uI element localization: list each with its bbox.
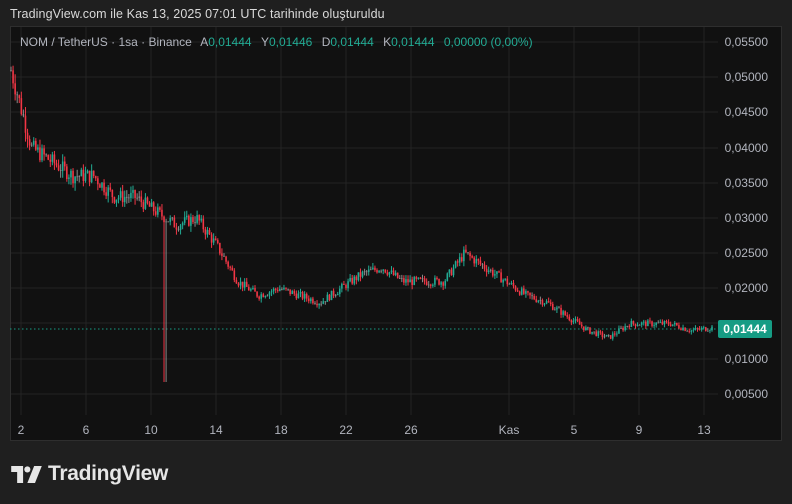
high-label: Y xyxy=(260,35,269,49)
price-tick-label: 0,03500 xyxy=(724,176,768,190)
time-tick-label: 22 xyxy=(339,423,353,437)
candlestick-series xyxy=(10,65,713,383)
price-tick-label: 0,02500 xyxy=(724,246,768,260)
low-value: 0,01444 xyxy=(330,35,374,49)
symbol-label[interactable]: NOM / TetherUS · 1sa · Binance xyxy=(20,35,192,49)
time-tick-label: 5 xyxy=(570,423,578,437)
chart-legend: NOM / TetherUS · 1sa · Binance A0,01444 … xyxy=(20,35,533,49)
time-tick-label: Kas xyxy=(498,423,520,437)
chart-panel[interactable] xyxy=(10,26,782,441)
close-label: K xyxy=(383,35,392,49)
change-value: 0,00000 (0,00%) xyxy=(443,35,533,49)
tradingview-logo-icon xyxy=(11,465,42,483)
chart-caption: TradingView.com ile Kas 13, 2025 07:01 U… xyxy=(10,7,385,21)
price-tick-label: 0,02000 xyxy=(724,281,768,295)
price-tick-label: 0,05500 xyxy=(724,35,768,49)
price-tick-label: 0,04500 xyxy=(724,105,768,119)
close-value: 0,01444 xyxy=(391,35,435,49)
low-label: D xyxy=(321,35,331,49)
time-tick-label: 10 xyxy=(144,423,158,437)
time-tick-label: 26 xyxy=(404,423,418,437)
open-label: A xyxy=(200,35,209,49)
price-tick-label: 0,04000 xyxy=(724,141,768,155)
high-value: 0,01446 xyxy=(268,35,313,49)
time-tick-label: 18 xyxy=(274,423,288,437)
price-tick-label: 0,01000 xyxy=(724,352,768,366)
tradingview-logo: TradingView xyxy=(11,462,168,486)
grid-lines xyxy=(11,27,718,415)
price-tick-label: 0,05000 xyxy=(724,70,768,84)
time-tick-label: 13 xyxy=(697,423,711,437)
time-tick-label: 2 xyxy=(17,423,25,437)
time-tick-label: 9 xyxy=(635,423,643,437)
current-price-tag: 0,01444 xyxy=(718,320,772,338)
time-tick-label: 6 xyxy=(82,423,90,437)
price-tick-label: 0,00500 xyxy=(724,387,768,401)
price-tick-label: 0,03000 xyxy=(724,211,768,225)
open-value: 0,01444 xyxy=(208,35,252,49)
time-tick-label: 14 xyxy=(209,423,223,437)
logo-text: TradingView xyxy=(48,462,169,485)
